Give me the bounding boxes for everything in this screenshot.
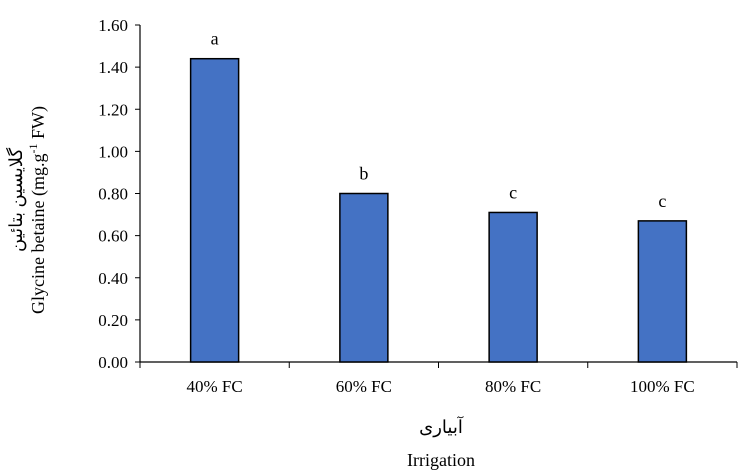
y-axis-label-unit: FW) <box>28 106 49 144</box>
y-tick-label: 0.60 <box>98 227 128 246</box>
y-tick-label: 0.40 <box>98 269 128 288</box>
y-axis-label: Glycine betaine (mg.g-1 FW) <box>26 106 49 314</box>
y-tick-label: 0.00 <box>98 353 128 372</box>
y-tick-label: 1.00 <box>98 142 128 161</box>
y-axis-label-superscript: -1 <box>26 144 40 154</box>
bar-data-label: c <box>658 191 666 211</box>
bar-data-labels: a b c c <box>211 29 667 211</box>
x-axis-label: Irrigation <box>407 450 475 470</box>
category-label: 40% FC <box>187 377 243 396</box>
y-tick-label: 1.20 <box>98 100 128 119</box>
category-label: 60% FC <box>336 377 392 396</box>
x-tick-marks <box>139 362 738 368</box>
bar-data-label: b <box>359 164 368 184</box>
bar-data-label: a <box>211 29 219 49</box>
bar <box>339 192 389 363</box>
bar <box>488 211 538 363</box>
y-tick-label: 0.20 <box>98 311 128 330</box>
y-tick-label: 1.60 <box>98 16 128 35</box>
bar <box>637 220 688 363</box>
bar <box>189 57 240 363</box>
y-axis-label-main: Glycine betaine (mg.g <box>28 154 49 314</box>
y-tick-labels: 0.00 0.20 0.40 0.60 0.80 1.00 1.20 1.40 1.60 <box>98 16 140 372</box>
category-label: 80% FC <box>485 377 541 396</box>
bars <box>189 57 688 363</box>
y-axis-label-persian: گلایسین بتائین <box>5 148 27 253</box>
y-tick-label: 1.40 <box>98 58 128 77</box>
category-label: 100% FC <box>630 377 695 396</box>
y-tick-label: 0.80 <box>98 185 128 204</box>
bar-data-label: c <box>509 182 517 202</box>
category-labels: 40% FC 60% FC 80% FC 100% FC <box>187 377 695 396</box>
x-axis-label-persian: آبیاری <box>419 416 464 438</box>
